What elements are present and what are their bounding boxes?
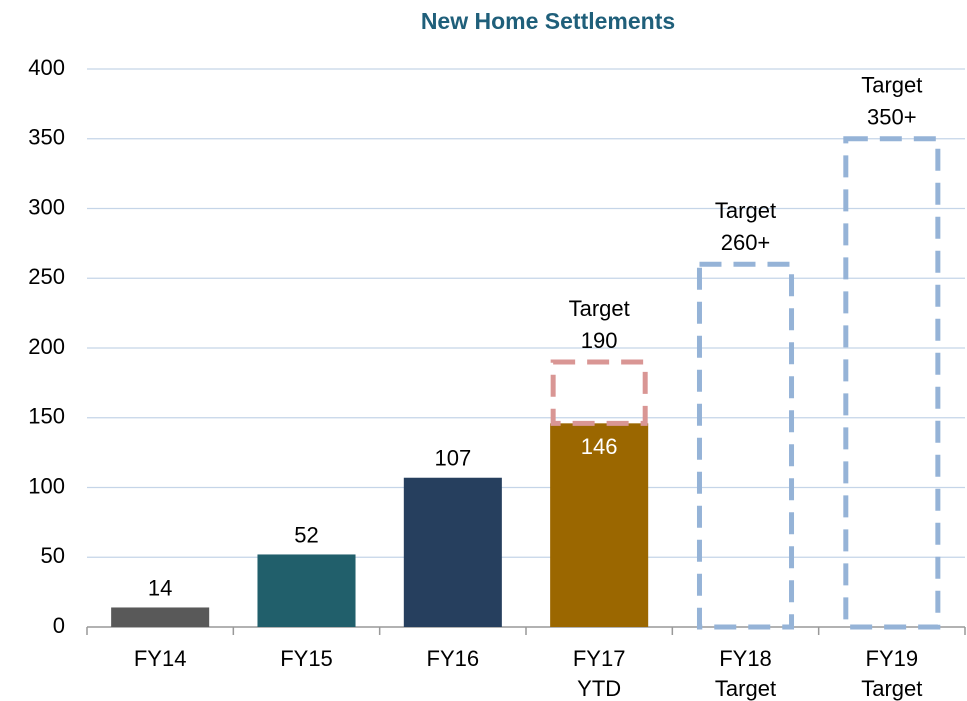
target-label: 260+ [721,230,771,255]
y-tick-label: 100 [28,473,65,498]
target-box [843,136,941,630]
value-label: 52 [294,522,318,547]
value-label: 146 [581,434,618,459]
x-tick-label: FY14 [134,646,187,671]
target-box [550,359,648,426]
target-box [696,261,795,630]
y-tick-label: 300 [28,194,65,219]
y-tick-label: 250 [28,264,65,289]
y-tick-label: 150 [28,404,65,429]
x-tick-label: Target [715,676,776,701]
y-tick-label: 400 [28,55,65,80]
target-label: Target [569,296,630,321]
x-tick-label: FY16 [427,646,480,671]
x-tick-label: FY15 [280,646,333,671]
bar [403,477,502,627]
x-tick-label: FY17 [573,646,626,671]
x-tick-label: FY18 [719,646,772,671]
chart-title: New Home Settlements [421,8,675,34]
y-tick-label: 50 [41,543,65,568]
value-label: 14 [148,575,172,600]
x-tick-label: FY19 [866,646,919,671]
y-tick-label: 350 [28,125,65,150]
bar [111,607,210,627]
x-tick-label: YTD [577,676,621,701]
x-tick-label: Target [861,676,922,701]
y-tick-label: 200 [28,334,65,359]
value-label: 107 [434,446,471,471]
target-label: Target [861,73,922,98]
bar [550,423,649,627]
bar [257,554,356,627]
target-label: 350+ [867,105,917,130]
y-tick-label: 0 [53,613,65,638]
target-label: 190 [581,328,618,353]
target-label: Target [715,198,776,223]
